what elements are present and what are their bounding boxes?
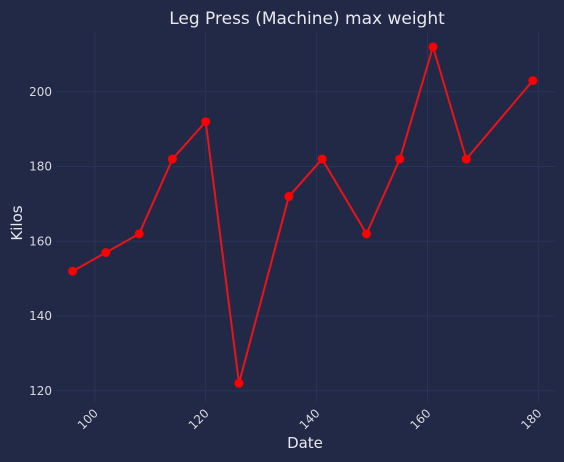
series-layer bbox=[68, 42, 538, 388]
data-point bbox=[361, 229, 371, 239]
data-point bbox=[101, 248, 111, 258]
data-point bbox=[428, 42, 438, 52]
y-tick-label: 120 bbox=[29, 384, 52, 398]
data-point bbox=[395, 154, 405, 164]
data-point bbox=[134, 229, 144, 239]
y-tick-label: 160 bbox=[29, 234, 52, 248]
y-tick-label: 200 bbox=[29, 85, 52, 99]
grid bbox=[56, 32, 555, 402]
data-point bbox=[167, 154, 177, 164]
data-point bbox=[461, 154, 471, 164]
data-point bbox=[528, 76, 538, 86]
x-axis-label: Date bbox=[287, 434, 323, 452]
y-axis-label: Kilos bbox=[8, 205, 26, 240]
y-tick-label: 180 bbox=[29, 160, 52, 174]
data-point bbox=[317, 154, 327, 164]
chart-title: Leg Press (Machine) max weight bbox=[169, 9, 445, 29]
data-point bbox=[201, 117, 211, 127]
y-tick-label: 140 bbox=[29, 309, 52, 323]
data-point bbox=[68, 266, 78, 276]
data-point bbox=[234, 378, 244, 388]
data-point bbox=[284, 191, 294, 201]
